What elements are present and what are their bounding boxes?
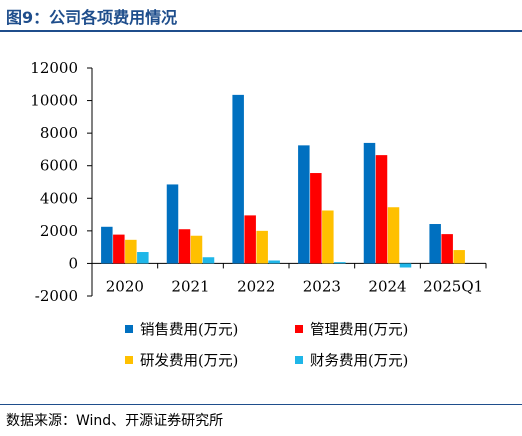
x-tick-label: 2025Q1 bbox=[423, 277, 483, 295]
bar bbox=[298, 145, 310, 264]
y-tick-label: 2000 bbox=[40, 222, 78, 240]
legend-label: 销售费用(万元) bbox=[140, 322, 238, 339]
bar bbox=[429, 224, 441, 264]
bar bbox=[334, 262, 346, 264]
y-tick-label: 0 bbox=[68, 254, 78, 272]
x-axis: 2020 2021 2022 2023 2024 2025Q1 bbox=[91, 262, 487, 295]
bar bbox=[268, 260, 280, 264]
x-tick-label: 2020 bbox=[106, 277, 144, 295]
legend-item: 管理费用(万元) bbox=[295, 322, 408, 339]
y-tick-label: 6000 bbox=[40, 157, 78, 175]
legend-swatch bbox=[295, 325, 303, 333]
title-bar: 图9：公司各项费用情况 bbox=[0, 0, 522, 30]
bar bbox=[101, 226, 113, 264]
bar bbox=[322, 210, 334, 264]
y-tick-label: -2000 bbox=[35, 287, 78, 305]
footer-rule bbox=[0, 404, 522, 405]
legend-label: 研发费用(万元) bbox=[140, 353, 238, 370]
bar bbox=[453, 250, 465, 264]
legend: 销售费用(万元) 管理费用(万元) 研发费用(万元) 财务费用(万元) bbox=[125, 322, 408, 370]
legend-swatch bbox=[125, 356, 133, 364]
legend-label: 管理费用(万元) bbox=[310, 322, 408, 339]
bar bbox=[178, 229, 191, 264]
y-tick-label: 10000 bbox=[30, 92, 78, 110]
bars bbox=[101, 94, 465, 268]
y-tick-label: 4000 bbox=[40, 189, 78, 207]
bar bbox=[137, 252, 149, 264]
source-note: 数据来源：Wind、开源证券研究所 bbox=[6, 413, 224, 429]
bar bbox=[202, 257, 215, 264]
bar bbox=[375, 155, 388, 264]
bar bbox=[399, 263, 412, 268]
bar bbox=[387, 207, 400, 264]
bar bbox=[256, 230, 268, 264]
x-tick-label: 2023 bbox=[303, 277, 341, 295]
legend-item: 销售费用(万元) bbox=[125, 322, 238, 339]
bar bbox=[113, 234, 125, 264]
x-tick-label: 2021 bbox=[171, 277, 209, 295]
bar bbox=[441, 234, 453, 264]
legend-item: 财务费用(万元) bbox=[295, 353, 408, 370]
title-rule bbox=[0, 30, 522, 32]
legend-item: 研发费用(万元) bbox=[125, 353, 238, 370]
bar bbox=[125, 239, 137, 264]
legend-swatch bbox=[125, 325, 133, 333]
legend-swatch bbox=[295, 356, 303, 364]
y-tick-label: 12000 bbox=[30, 59, 78, 77]
x-tick-label: 2022 bbox=[237, 277, 275, 295]
bar bbox=[232, 94, 244, 264]
x-tick-label: 2024 bbox=[368, 277, 406, 295]
bar bbox=[190, 235, 203, 264]
bar bbox=[310, 173, 322, 264]
y-tick-label: 8000 bbox=[40, 124, 78, 142]
y-axis: -2000 0 2000 4000 6000 8000 10000 12000 bbox=[30, 59, 93, 305]
bar bbox=[244, 215, 256, 264]
bar bbox=[166, 184, 179, 264]
legend-label: 财务费用(万元) bbox=[310, 353, 408, 370]
bar bbox=[363, 142, 376, 264]
chart-title: 图9：公司各项费用情况 bbox=[6, 8, 178, 27]
